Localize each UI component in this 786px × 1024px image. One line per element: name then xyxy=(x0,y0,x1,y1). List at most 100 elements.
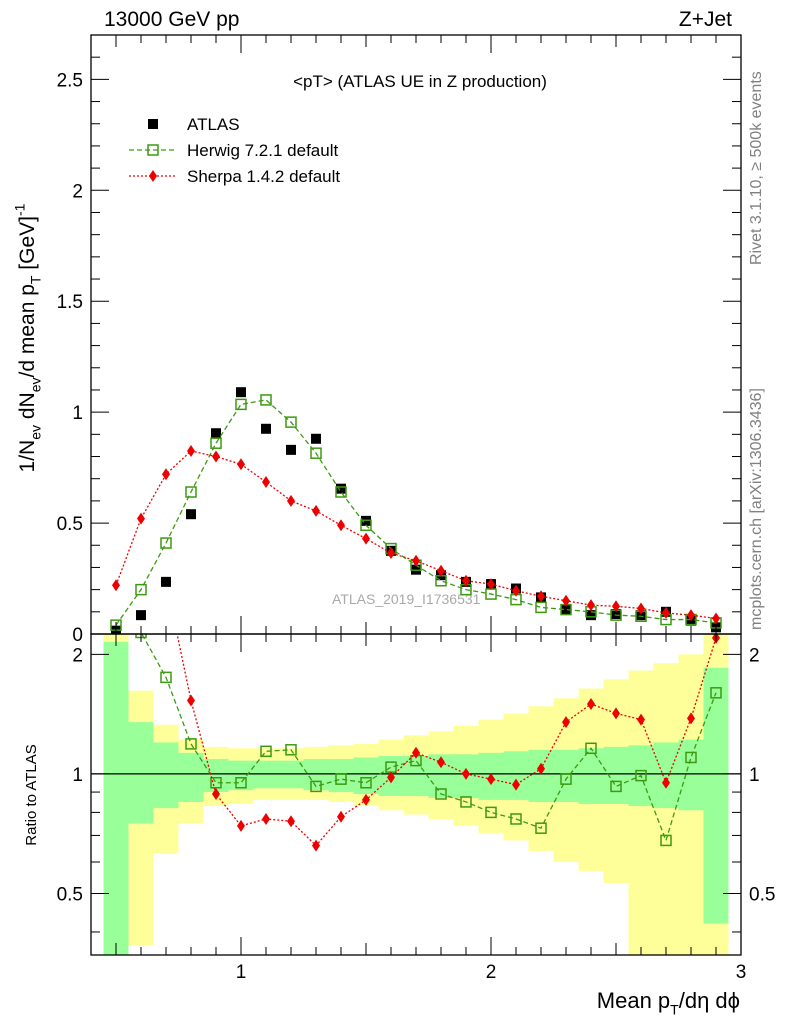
data-point-sherpa xyxy=(687,712,695,725)
green-band-segment xyxy=(303,759,329,791)
data-point-sherpa xyxy=(137,512,145,525)
data-point-sherpa xyxy=(187,694,195,707)
data-point-atlas xyxy=(586,610,596,621)
data-point-sherpa xyxy=(237,819,245,832)
data-point-herwig xyxy=(185,486,197,498)
data-point-sherpa xyxy=(637,713,645,726)
data-point-herwig xyxy=(585,742,597,755)
xtick-label: 1 xyxy=(236,962,247,983)
data-point-sherpa xyxy=(412,746,420,759)
data-point-atlas xyxy=(286,444,296,455)
data-point-sherpa xyxy=(262,812,270,825)
data-point-sherpa xyxy=(612,600,620,613)
data-point-herwig xyxy=(535,822,547,834)
green-band-segment xyxy=(228,760,254,791)
data-point-sherpa xyxy=(437,756,445,769)
data-point-sherpa xyxy=(662,606,670,619)
data-point-atlas xyxy=(186,509,196,520)
data-point-sherpa xyxy=(387,771,395,784)
data-point-herwig xyxy=(160,671,172,684)
data-point-herwig xyxy=(210,437,222,449)
data-point-sherpa xyxy=(312,839,320,852)
data-point-sherpa xyxy=(149,170,157,182)
data-point-sherpa xyxy=(437,564,445,577)
green-band-segment xyxy=(353,757,379,794)
legend-label: Herwig 7.2.1 default xyxy=(187,141,338,160)
data-point-sherpa xyxy=(512,584,520,597)
data-point-sherpa xyxy=(387,547,395,560)
header-energy-label: 13000 GeV pp xyxy=(104,8,239,31)
header-process-label: Z+Jet xyxy=(679,8,732,31)
data-point-herwig xyxy=(610,780,622,793)
legend: ATLAS Herwig 7.2.1 default Sherpa 1.4.2 de… xyxy=(129,115,340,186)
data-point-atlas xyxy=(636,610,646,621)
data-point-herwig xyxy=(285,416,297,428)
data-point-herwig xyxy=(210,776,222,789)
green-band-segment xyxy=(128,722,154,824)
main-ylabel: 1/Nev dNev/d mean pT [GeV]-1 xyxy=(12,203,44,472)
ratio-ytick-label: 2 xyxy=(72,645,83,666)
legend-label: ATLAS xyxy=(187,115,240,134)
data-point-sherpa xyxy=(587,697,595,710)
chart-title: <pT> (ATLAS UE in Z production) xyxy=(293,72,547,91)
data-point-sherpa xyxy=(112,579,120,592)
data-point-herwig xyxy=(160,537,172,549)
axis-label-part: -1 xyxy=(12,203,28,216)
main-ytick-label: 1 xyxy=(72,403,83,424)
green-band-segment xyxy=(653,742,679,809)
data-point-herwig xyxy=(310,447,322,459)
data-point-herwig xyxy=(285,744,297,756)
data-point-sherpa xyxy=(537,590,545,603)
yellow-band-segment xyxy=(628,670,654,955)
data-point-atlas xyxy=(261,423,271,434)
data-point-atlas xyxy=(136,610,146,621)
data-point-sherpa xyxy=(562,716,570,729)
data-point-herwig xyxy=(235,398,247,411)
data-point-sherpa xyxy=(362,532,370,545)
data-point-sherpa xyxy=(487,773,495,786)
data-point-sherpa xyxy=(637,602,645,615)
axis-label-part: /dη dϕ xyxy=(679,988,740,1013)
data-point-sherpa xyxy=(162,468,170,481)
data-point-atlas xyxy=(211,428,221,439)
data-point-herwig xyxy=(560,773,572,785)
axis-label-part: [GeV] xyxy=(16,216,39,276)
data-point-herwig xyxy=(335,773,347,785)
axis-label-part: T xyxy=(670,1002,679,1018)
green-band-segment xyxy=(578,748,604,804)
data-point-herwig xyxy=(685,751,697,764)
data-point-sherpa xyxy=(462,574,470,587)
green-band-segment xyxy=(678,739,704,811)
data-point-atlas xyxy=(336,483,346,494)
data-point-atlas xyxy=(148,119,158,129)
axis-label-part: Mean p xyxy=(597,988,670,1013)
data-point-sherpa xyxy=(187,444,195,457)
data-point-atlas xyxy=(161,576,171,587)
data-point-sherpa xyxy=(287,494,295,507)
data-point-sherpa xyxy=(512,778,520,791)
ratio-ytick-label-right: 1 xyxy=(749,765,760,786)
data-point-sherpa xyxy=(412,554,420,567)
main-ytick-label: 0.5 xyxy=(57,514,83,535)
axis-label-part: T xyxy=(27,275,43,284)
xlabel: Mean pT/dη dϕ xyxy=(597,988,740,1018)
data-point-herwig xyxy=(310,780,322,793)
main-ytick-label: 1.5 xyxy=(57,292,83,313)
data-point-herwig xyxy=(147,144,159,156)
data-point-herwig xyxy=(510,813,522,825)
data-point-herwig xyxy=(710,687,722,699)
axis-label-part: ev xyxy=(27,425,43,440)
data-point-sherpa xyxy=(562,594,570,607)
data-point-herwig xyxy=(460,796,472,808)
data-point-herwig xyxy=(260,394,272,406)
data-point-atlas xyxy=(236,387,246,398)
green-band-segment xyxy=(178,752,204,802)
data-point-sherpa xyxy=(462,767,470,780)
axis-label-part: dN xyxy=(16,392,39,425)
xtick-label: 2 xyxy=(486,962,497,983)
green-band-segment xyxy=(328,759,354,793)
data-point-herwig xyxy=(335,486,347,498)
axis-label-part: ev xyxy=(27,377,43,392)
data-point-herwig xyxy=(535,601,547,614)
